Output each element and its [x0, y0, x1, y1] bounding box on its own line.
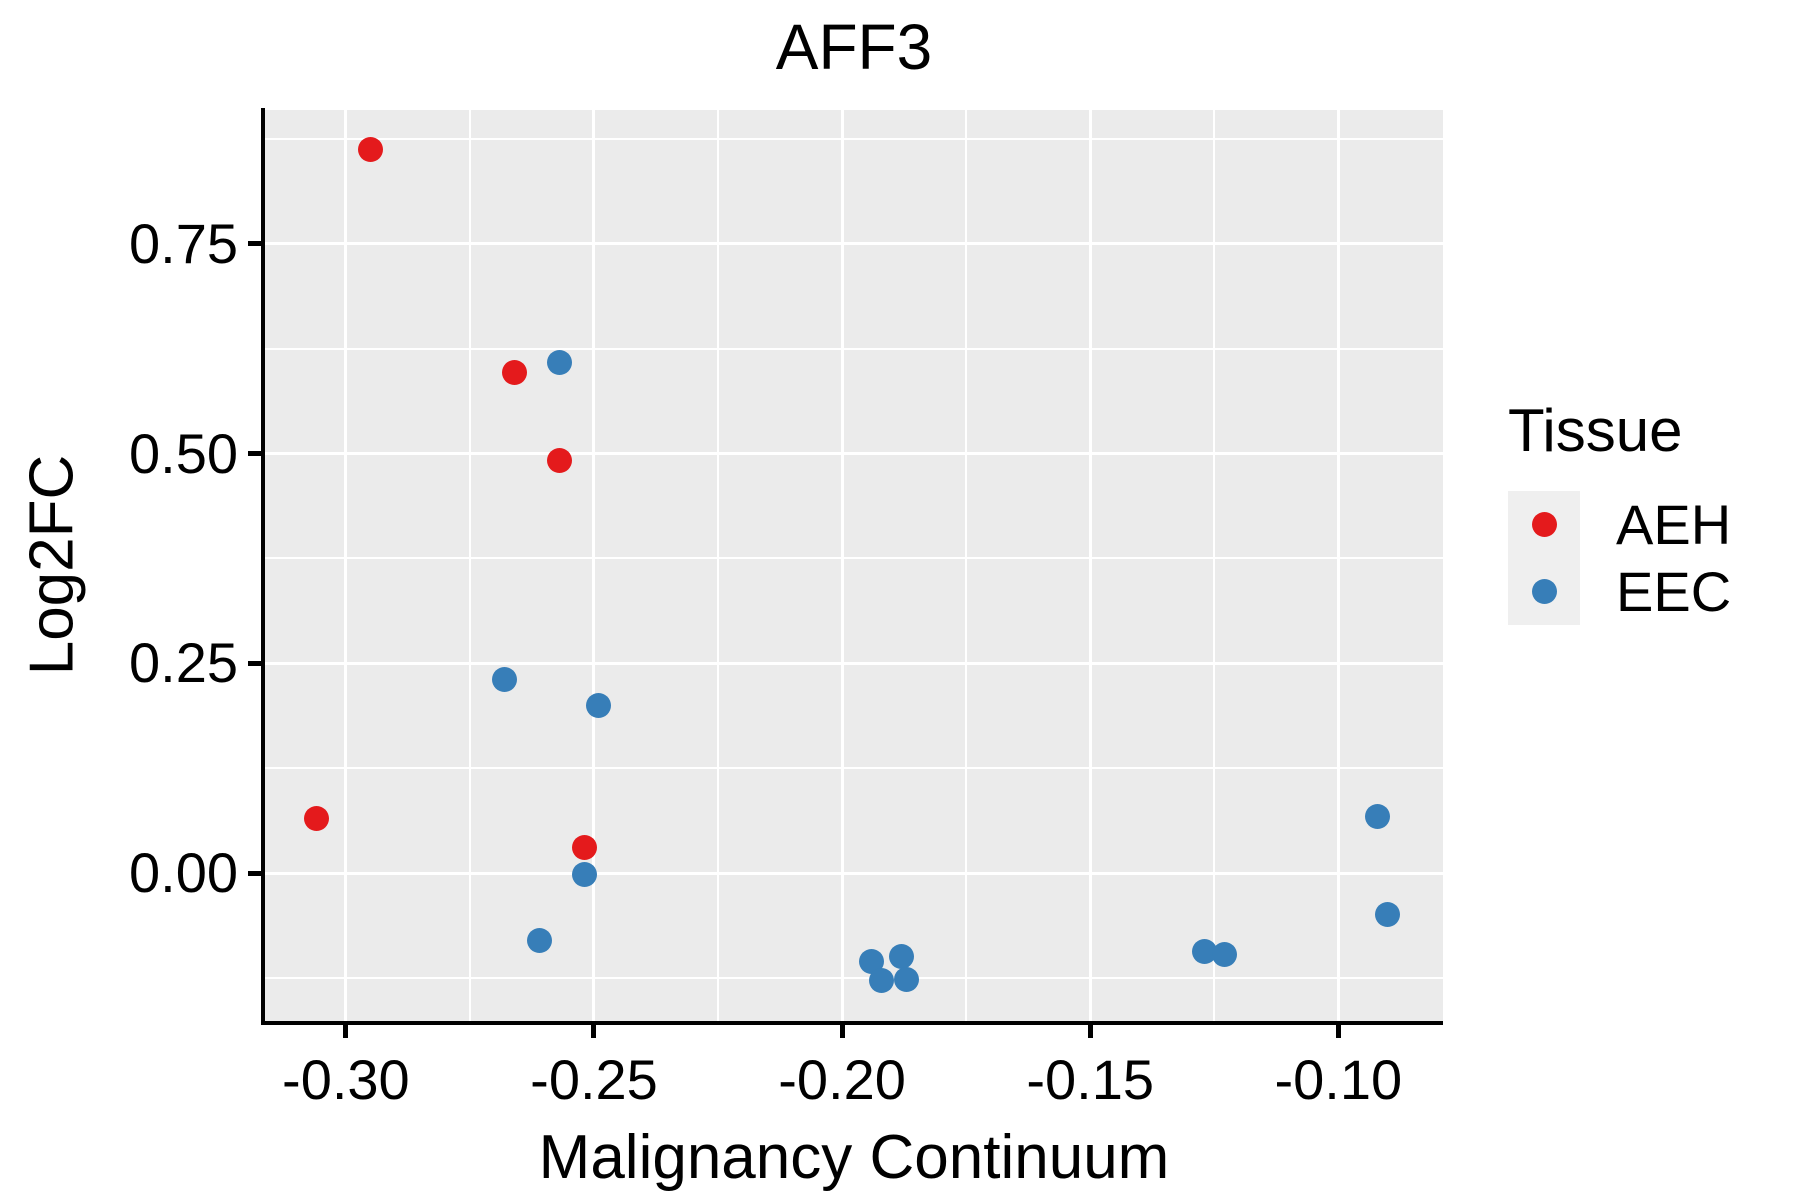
data-point-eec — [1211, 941, 1237, 967]
major-gridline-x — [840, 110, 844, 1021]
data-point-aeh — [571, 834, 597, 860]
minor-gridline-y — [265, 976, 1443, 979]
data-point-eec — [492, 666, 518, 692]
y-tick-label: 0.00 — [129, 841, 238, 905]
data-point-eec — [571, 862, 597, 888]
data-point-eec — [546, 350, 572, 376]
major-gridline-x — [344, 110, 348, 1021]
minor-gridline-x — [1213, 110, 1216, 1021]
x-tick — [839, 1025, 845, 1038]
x-tick-label: -0.30 — [282, 1048, 410, 1111]
x-axis-line — [261, 1021, 1443, 1025]
legend-item-aeh: AEH — [1508, 491, 1731, 558]
x-tick-label: -0.20 — [778, 1048, 906, 1111]
minor-gridline-y — [265, 767, 1443, 770]
minor-gridline-y — [265, 138, 1443, 141]
data-point-eec — [869, 967, 895, 993]
legend-label: AEH — [1616, 493, 1732, 556]
data-point-aeh — [358, 136, 384, 162]
x-tick-label: -0.15 — [1026, 1048, 1155, 1111]
data-point-eec — [1375, 902, 1401, 928]
legend-item-eec: EEC — [1508, 558, 1731, 625]
y-tick — [248, 451, 261, 457]
minor-gridline-y — [265, 347, 1443, 350]
y-axis-line — [261, 108, 265, 1025]
data-point-eec — [1365, 804, 1391, 830]
data-point-eec — [526, 927, 552, 953]
x-tick — [1087, 1025, 1093, 1038]
legend-title: Tissue — [1508, 397, 1683, 464]
legend-label: EEC — [1616, 560, 1732, 623]
major-gridline-y — [265, 242, 1443, 246]
minor-gridline-y — [265, 557, 1443, 560]
y-tick — [248, 660, 261, 666]
major-gridline-x — [1088, 110, 1092, 1021]
y-tick — [248, 870, 261, 876]
aeh-dot-icon — [1531, 512, 1557, 537]
y-axis-title: Log2FC — [17, 454, 87, 676]
data-point-eec — [889, 944, 915, 970]
major-gridline-x — [1336, 110, 1340, 1021]
data-point-eec — [894, 967, 920, 993]
major-gridline-y — [265, 871, 1443, 875]
legend-key-box — [1508, 558, 1580, 625]
minor-gridline-x — [717, 110, 720, 1021]
minor-gridline-x — [965, 110, 968, 1021]
x-tick-label: -0.25 — [530, 1048, 658, 1111]
x-tick — [1335, 1025, 1341, 1038]
y-tick-label: 0.75 — [129, 211, 238, 275]
major-gridline-y — [265, 452, 1443, 456]
x-tick-label: -0.10 — [1274, 1048, 1403, 1111]
legend: Tissue AEH EEC — [1508, 396, 1731, 625]
x-axis-title: Malignancy Continuum — [538, 1123, 1170, 1192]
x-tick — [591, 1025, 597, 1038]
y-tick-label: 0.25 — [129, 631, 238, 695]
x-tick — [343, 1025, 349, 1038]
plot-panel — [265, 110, 1443, 1021]
data-point-eec — [586, 692, 612, 718]
minor-gridline-x — [468, 110, 471, 1021]
major-gridline-y — [265, 661, 1443, 665]
data-point-aeh — [546, 447, 572, 473]
data-point-aeh — [502, 359, 528, 385]
y-tick-label: 0.50 — [129, 421, 238, 485]
plot-title: AFF3 — [775, 11, 933, 83]
data-point-aeh — [303, 805, 329, 831]
y-tick — [248, 241, 261, 247]
legend-key-box — [1508, 491, 1580, 558]
eec-dot-icon — [1531, 579, 1557, 604]
major-gridline-x — [592, 110, 596, 1021]
